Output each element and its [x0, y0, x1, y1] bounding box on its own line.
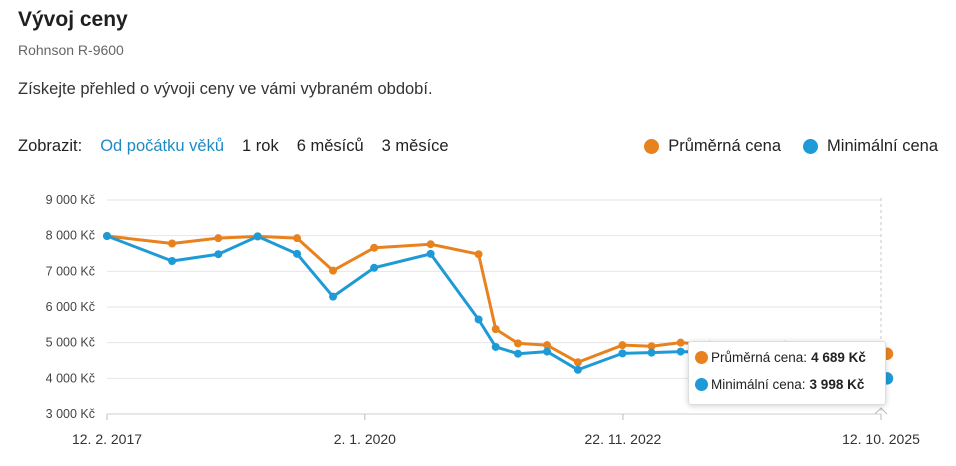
tooltip-average-value: 4 689 Kč [811, 350, 866, 365]
tooltip-minimum-dot [695, 378, 708, 391]
data-point-minimum [293, 249, 302, 258]
data-point-average [676, 338, 685, 347]
data-point-average [329, 266, 338, 275]
y-tick-label: 5 000 Kč [46, 336, 95, 350]
data-point-minimum [543, 347, 552, 356]
data-point-minimum [647, 348, 656, 357]
y-tick-label: 3 000 Kč [46, 407, 95, 421]
filter-all-time[interactable]: Od počátku věků [100, 137, 225, 155]
data-point-minimum [370, 263, 379, 272]
range-filter-label: Zobrazit: [18, 137, 83, 155]
intro-text: Získejte přehled o vývoji ceny ve vámi v… [18, 80, 433, 98]
x-tick-label: 12. 2. 2017 [72, 431, 142, 447]
data-point-average [543, 341, 552, 350]
data-point-average [214, 234, 223, 243]
data-point-average [513, 339, 522, 348]
filter-1-year[interactable]: 1 rok [242, 137, 279, 155]
x-tick-label: 22. 11. 2022 [585, 431, 662, 447]
data-point-minimum [676, 347, 685, 356]
data-point-average [647, 342, 656, 351]
tooltip-minimum-label: Minimální cena: [711, 377, 806, 392]
legend-minimum-label: Minimální cena [827, 137, 938, 155]
y-tick-label: 4 000 Kč [46, 371, 95, 385]
data-point-average [168, 239, 177, 248]
data-point-minimum [474, 315, 483, 324]
tooltip-average-row: Průměrná cena: 4 689 Kč [695, 350, 866, 365]
data-point-average [370, 243, 379, 252]
data-point-average [293, 234, 302, 243]
data-point-minimum [168, 256, 177, 265]
legend-minimum-price[interactable]: Minimální cena [803, 137, 938, 156]
tooltip-average-label: Průměrná cena: [711, 350, 808, 365]
price-tooltip: Průměrná cena: 4 689 Kč Minimální cena: … [688, 341, 886, 405]
x-tick-label: 12. 10. 2025 [842, 431, 920, 447]
legend-average-price[interactable]: Průměrná cena [644, 137, 781, 156]
y-tick-label: 6 000 Kč [46, 300, 95, 314]
x-tick-label: 2. 1. 2020 [334, 431, 396, 447]
chart-legend: Průměrná cena Minimální cena [622, 137, 938, 156]
tooltip-average-dot [695, 351, 708, 364]
filter-3-months[interactable]: 3 měsíce [381, 137, 449, 155]
tooltip-minimum-value: 3 998 Kč [809, 377, 865, 392]
data-point-minimum [618, 349, 627, 358]
data-point-minimum [573, 365, 582, 374]
data-point-minimum [491, 342, 500, 351]
y-tick-label: 7 000 Kč [46, 264, 95, 278]
data-point-average [573, 358, 582, 367]
price-chart: 3 000 Kč 4 000 Kč 5 000 Kč 6 000 Kč 7 000 Kč… [46, 193, 920, 447]
data-point-minimum [329, 292, 338, 301]
page-title: Vývoj ceny [18, 8, 128, 31]
data-point-average [474, 250, 483, 259]
crosshair-pointer [874, 407, 888, 415]
filter-6-months[interactable]: 6 měsíců [296, 137, 364, 155]
legend-average-label: Průměrná cena [668, 137, 782, 155]
data-point-average [491, 325, 500, 334]
legend-average-dot [644, 139, 660, 154]
data-point-minimum [513, 349, 522, 358]
data-point-minimum [426, 249, 435, 258]
tooltip-minimum-row: Minimální cena: 3 998 Kč [695, 377, 864, 392]
y-tick-label: 8 000 Kč [46, 229, 95, 243]
y-tick-label: 9 000 Kč [46, 193, 95, 207]
data-point-minimum [253, 232, 262, 241]
data-point-average [618, 341, 627, 350]
data-point-minimum [103, 232, 111, 241]
range-filter: Zobrazit: Od počátku věků 1 rok 6 měsíců… [18, 137, 467, 156]
data-point-minimum [214, 250, 223, 259]
product-name: Rohnson R-9600 [18, 42, 124, 58]
data-point-average [426, 240, 435, 249]
legend-minimum-dot [803, 139, 819, 154]
